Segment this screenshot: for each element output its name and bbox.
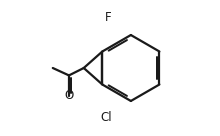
Text: O: O [64, 89, 73, 102]
Text: Cl: Cl [101, 111, 112, 124]
Text: F: F [105, 11, 112, 24]
